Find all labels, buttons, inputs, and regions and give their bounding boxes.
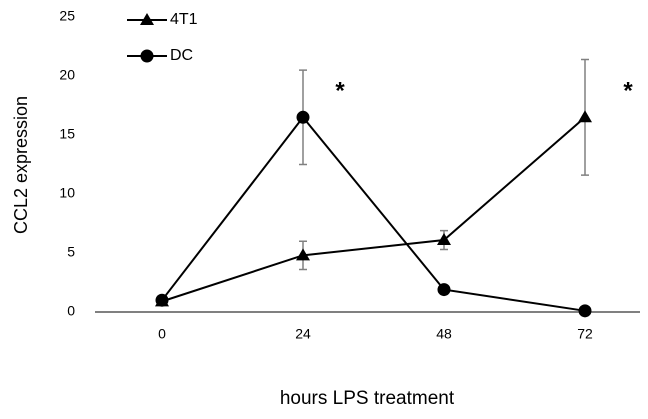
x-axis-label: hours LPS treatment	[280, 388, 455, 409]
line	[161, 115, 586, 312]
annotation: *	[335, 77, 345, 104]
marker	[578, 304, 592, 318]
y-tick-label: 10	[59, 185, 75, 201]
marker	[437, 283, 451, 297]
marker	[296, 110, 310, 124]
y-axis-label: CCL2 expression	[11, 96, 31, 234]
legend-marker	[140, 49, 154, 63]
legend-marker	[140, 13, 154, 25]
x-tick-label: 72	[577, 326, 593, 342]
y-tick-label: 25	[59, 8, 75, 24]
y-tick-label: 15	[59, 126, 75, 142]
marker	[578, 110, 592, 123]
marker	[296, 248, 310, 261]
annotation: *	[623, 77, 633, 104]
marker	[437, 233, 451, 246]
x-tick-label: 24	[295, 326, 311, 342]
legend-label: DC	[170, 47, 193, 64]
x-tick-label: 0	[158, 326, 166, 342]
y-tick-label: 0	[67, 303, 75, 319]
marker	[155, 293, 169, 307]
y-tick-label: 20	[59, 67, 75, 83]
legend-label: 4T1	[170, 11, 198, 28]
x-tick-label: 48	[436, 326, 452, 342]
y-tick-label: 5	[67, 244, 75, 260]
line	[161, 116, 586, 303]
